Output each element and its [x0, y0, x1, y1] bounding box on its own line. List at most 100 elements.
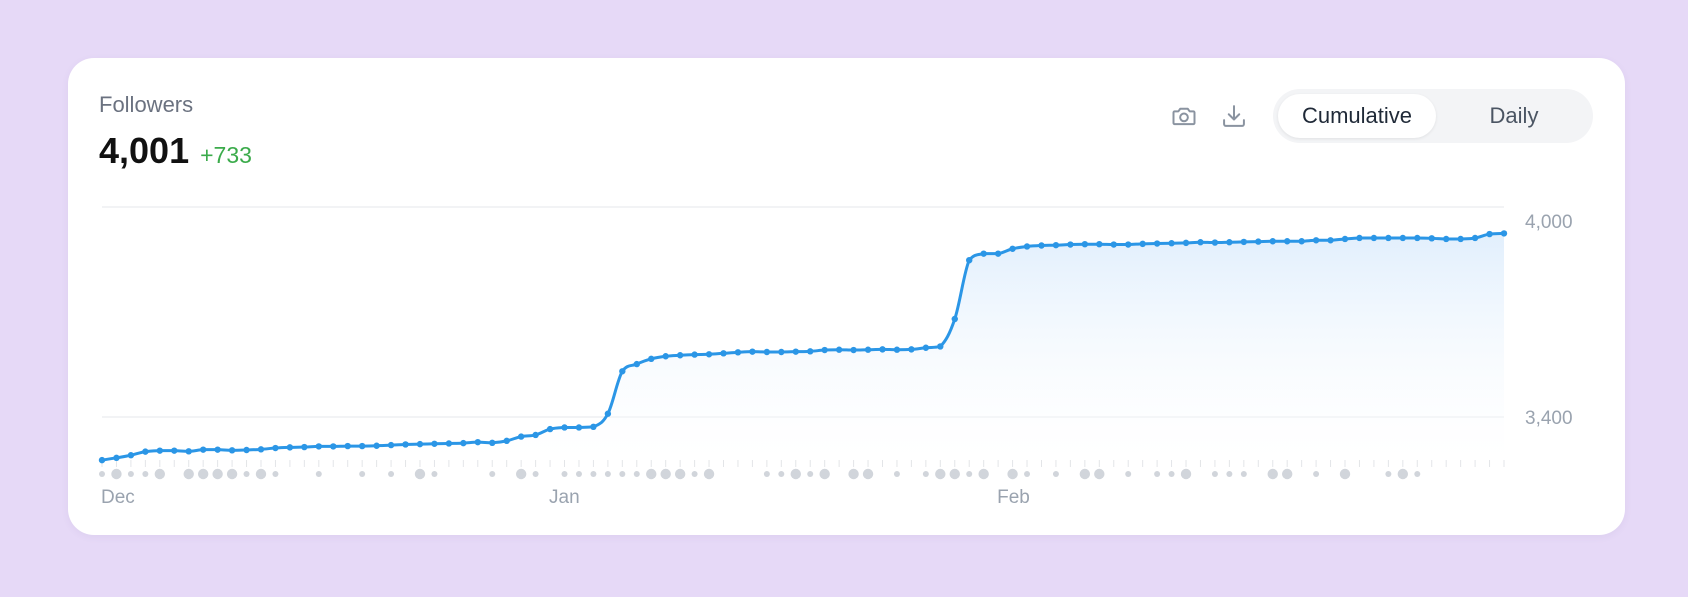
data-point[interactable] — [98, 456, 106, 464]
event-dot[interactable] — [763, 471, 770, 477]
event-dot[interactable] — [99, 471, 105, 477]
event-dot[interactable] — [1052, 471, 1059, 477]
data-point[interactable] — [171, 447, 178, 454]
event-dot[interactable] — [1007, 468, 1018, 480]
data-point[interactable] — [474, 438, 481, 446]
data-point[interactable] — [821, 346, 828, 354]
event-dot[interactable] — [1226, 471, 1233, 477]
data-point[interactable] — [1110, 241, 1117, 248]
event-dot[interactable] — [272, 471, 279, 477]
event-dot[interactable] — [183, 468, 194, 480]
data-point[interactable] — [243, 446, 250, 454]
event-dot[interactable] — [660, 468, 671, 480]
data-point[interactable] — [1471, 234, 1479, 242]
event-dot[interactable] — [949, 468, 960, 480]
data-point[interactable] — [460, 439, 467, 447]
data-point[interactable] — [835, 346, 843, 353]
data-point[interactable] — [1269, 238, 1276, 245]
data-point[interactable] — [431, 440, 438, 447]
data-point[interactable] — [893, 346, 901, 353]
data-point[interactable] — [1341, 235, 1349, 243]
data-point[interactable] — [199, 446, 207, 453]
data-point[interactable] — [908, 346, 915, 353]
data-point[interactable] — [749, 348, 756, 355]
data-point[interactable] — [937, 343, 944, 350]
event-dot[interactable] — [1079, 468, 1091, 480]
download-icon[interactable] — [1216, 98, 1252, 134]
data-point[interactable] — [445, 440, 453, 447]
data-point[interactable] — [734, 349, 742, 356]
data-point[interactable] — [1486, 230, 1493, 238]
data-point[interactable] — [1283, 238, 1291, 245]
event-dot[interactable] — [922, 471, 929, 477]
data-point[interactable] — [1457, 235, 1464, 243]
event-dot[interactable] — [703, 468, 715, 480]
data-point[interactable] — [1182, 239, 1190, 247]
event-dot[interactable] — [532, 471, 539, 477]
data-point[interactable] — [358, 442, 366, 450]
data-point[interactable] — [662, 353, 669, 360]
data-point[interactable] — [778, 348, 785, 356]
data-point[interactable] — [1211, 239, 1219, 246]
data-point[interactable] — [922, 344, 930, 351]
data-point[interactable] — [980, 250, 987, 257]
event-dot[interactable] — [1397, 468, 1409, 480]
event-dot[interactable] — [935, 468, 946, 480]
event-dot[interactable] — [590, 471, 597, 477]
event-dot[interactable] — [142, 471, 149, 477]
event-dot[interactable] — [1339, 468, 1351, 480]
event-dot[interactable] — [1240, 471, 1247, 477]
data-point[interactable] — [1096, 240, 1103, 248]
data-point[interactable] — [879, 346, 886, 353]
event-dot[interactable] — [561, 471, 568, 477]
event-dot[interactable] — [197, 468, 209, 480]
event-dot[interactable] — [111, 468, 122, 480]
data-point[interactable] — [517, 433, 525, 440]
data-point[interactable] — [402, 441, 409, 448]
event-dot[interactable] — [515, 468, 527, 480]
data-point[interactable] — [1168, 240, 1175, 247]
data-point[interactable] — [561, 424, 568, 431]
event-dot[interactable] — [691, 471, 698, 477]
data-point[interactable] — [864, 346, 872, 353]
data-point[interactable] — [633, 360, 640, 368]
data-point[interactable] — [1298, 238, 1305, 245]
cumulative-tab[interactable]: Cumulative — [1278, 94, 1436, 138]
event-dot[interactable] — [848, 468, 859, 480]
event-dot[interactable] — [633, 471, 640, 477]
event-dot[interactable] — [778, 471, 785, 477]
data-point[interactable] — [113, 454, 120, 462]
event-dot[interactable] — [243, 471, 250, 477]
data-point[interactable] — [1081, 240, 1089, 248]
data-point[interactable] — [387, 441, 395, 449]
data-point[interactable] — [807, 348, 814, 355]
data-point[interactable] — [272, 444, 279, 452]
data-point[interactable] — [792, 348, 799, 355]
data-point[interactable] — [691, 351, 698, 358]
data-point[interactable] — [1414, 234, 1421, 242]
event-dot[interactable] — [388, 471, 395, 477]
daily-tab[interactable]: Daily — [1489, 103, 1539, 128]
data-point[interactable] — [330, 443, 337, 450]
event-dot[interactable] — [575, 471, 582, 477]
event-dot[interactable] — [1267, 468, 1278, 480]
data-point[interactable] — [619, 368, 626, 375]
data-point[interactable] — [315, 443, 323, 450]
event-dot[interactable] — [604, 471, 611, 477]
data-point[interactable] — [1442, 235, 1450, 243]
event-dot[interactable] — [619, 471, 626, 477]
data-point[interactable] — [850, 346, 857, 354]
data-point[interactable] — [1139, 240, 1146, 248]
event-dot[interactable] — [807, 471, 814, 477]
data-point[interactable] — [994, 250, 1002, 257]
data-point[interactable] — [214, 446, 221, 453]
event-dot[interactable] — [431, 471, 438, 477]
event-dot[interactable] — [1094, 468, 1105, 480]
event-dot[interactable] — [1211, 471, 1218, 477]
data-point[interactable] — [1240, 238, 1248, 246]
event-dot[interactable] — [212, 468, 223, 480]
data-point[interactable] — [1226, 239, 1233, 246]
data-point[interactable] — [1327, 237, 1334, 244]
data-point[interactable] — [228, 447, 236, 454]
data-point[interactable] — [546, 425, 554, 433]
